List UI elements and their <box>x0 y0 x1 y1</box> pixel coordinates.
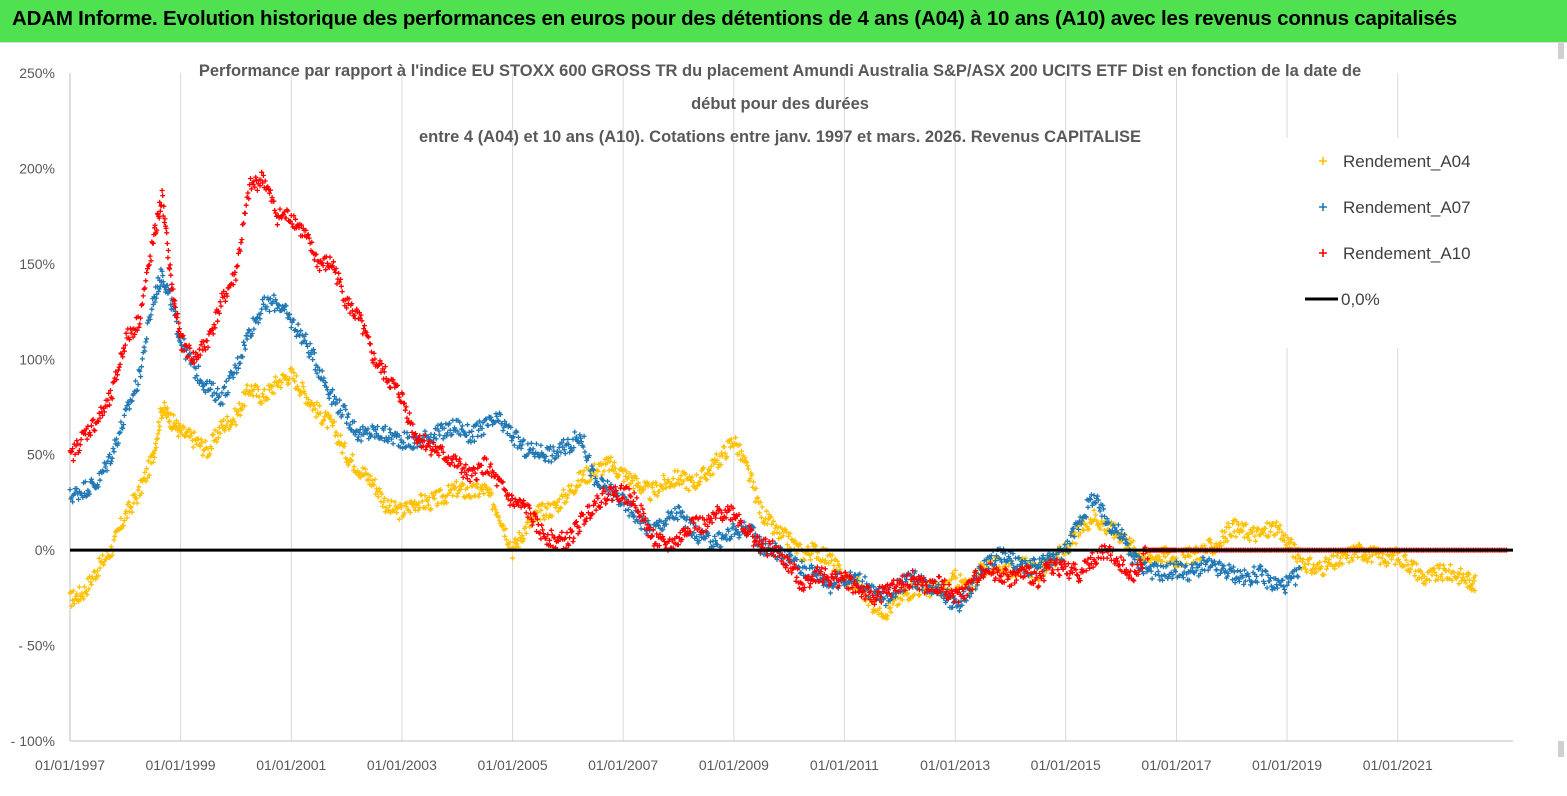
legend-background <box>1280 138 1510 348</box>
legend-marker <box>1319 157 1327 165</box>
y-axis: 250% 200% 150% 100% 50% 0% - 50% - 100% <box>11 65 55 749</box>
x-tick-label: 01/01/1999 <box>146 757 216 773</box>
legend: Rendement_A04 Rendement_A07 Rendement_A10 0… <box>1305 152 1471 309</box>
legend-label: Rendement_A10 <box>1343 244 1471 263</box>
header-banner: ADAM Informe. Evolution historique des p… <box>0 0 1567 42</box>
legend-marker <box>1319 203 1327 211</box>
chart-title-line-1: Performance par rapport à l'indice EU ST… <box>199 62 1361 80</box>
legend-label: Rendement_A04 <box>1343 152 1471 171</box>
chart-title: Performance par rapport à l'indice EU ST… <box>199 62 1361 146</box>
y-tick-label: 100% <box>19 351 55 367</box>
legend-marker <box>1319 249 1327 257</box>
y-tick-label: 250% <box>19 65 55 81</box>
chart-title-line-2: début pour des durées <box>691 95 869 113</box>
x-tick-label: 01/01/2007 <box>588 757 658 773</box>
chart-title-line-3: entre 4 (A04) et 10 ans (A10). Cotations… <box>419 128 1141 146</box>
x-tick-label: 01/01/1997 <box>35 757 105 773</box>
x-tick-label: 01/01/2009 <box>699 757 769 773</box>
x-tick-label: 01/01/2013 <box>920 757 990 773</box>
x-tick-label: 01/01/2019 <box>1252 757 1322 773</box>
y-tick-label: - 100% <box>11 733 55 749</box>
x-tick-label: 01/01/2001 <box>256 757 326 773</box>
x-tick-label: 01/01/2021 <box>1363 757 1433 773</box>
x-tick-label: 01/01/2005 <box>478 757 548 773</box>
y-tick-label: 200% <box>19 160 55 176</box>
x-tick-label: 01/01/2017 <box>1141 757 1211 773</box>
resize-handle-right[interactable] <box>1558 43 1564 59</box>
banner-title: ADAM Informe. Evolution historique des p… <box>12 7 1457 30</box>
chart-area: 250% 200% 150% 100% 50% 0% - 50% - 100% 01/01/1… <box>0 42 1567 791</box>
x-tick-label: 01/01/2011 <box>810 757 879 773</box>
x-tick-label: 01/01/2015 <box>1031 757 1101 773</box>
legend-label: Rendement_A07 <box>1343 198 1471 217</box>
y-tick-label: 150% <box>19 256 55 272</box>
x-axis: 01/01/1997 01/01/1999 01/01/2001 01/01/2003… <box>35 757 1433 773</box>
resize-handle-bottom-right[interactable] <box>1558 741 1564 757</box>
series-layer <box>67 169 1513 622</box>
y-tick-label: - 50% <box>18 638 55 654</box>
x-tick-label: 01/01/2003 <box>367 757 437 773</box>
y-tick-label: 50% <box>27 447 55 463</box>
y-tick-label: 0% <box>35 542 55 558</box>
performance-chart: 250% 200% 150% 100% 50% 0% - 50% - 100% 01/01/1… <box>11 43 1564 773</box>
legend-label: 0,0% <box>1341 290 1380 309</box>
